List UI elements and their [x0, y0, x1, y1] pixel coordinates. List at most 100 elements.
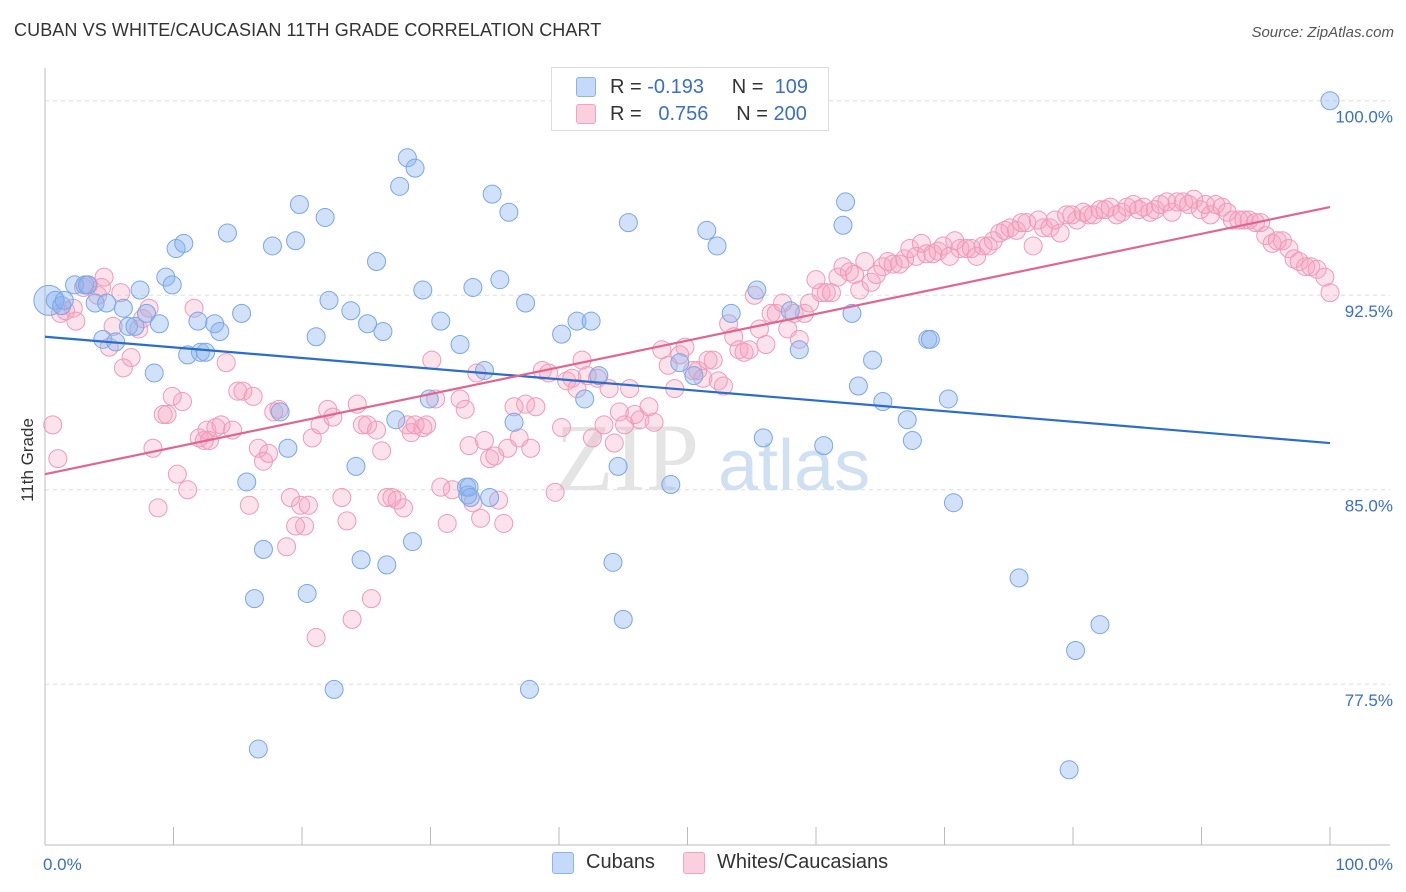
white-point — [405, 415, 425, 435]
white-point — [323, 407, 343, 427]
white-point — [833, 257, 853, 277]
cuban-point — [482, 184, 502, 204]
white-point — [582, 428, 602, 448]
watermark-zip: ZIP — [555, 404, 699, 511]
cuban-point — [842, 303, 862, 323]
white-point — [1145, 200, 1165, 220]
cuban-point — [1066, 641, 1086, 661]
cuban-point — [902, 430, 922, 450]
cuban-point — [833, 215, 853, 235]
white-point — [211, 415, 231, 435]
cuban-point — [613, 609, 633, 629]
cuban-point — [721, 303, 741, 323]
cuban-point — [137, 303, 157, 323]
stats-legend: R = -0.193 N = 109 R = 0.756 N = 200 — [551, 67, 829, 131]
cuban-point — [1320, 91, 1340, 111]
cuban-point — [836, 192, 856, 212]
legend-label-whites: Whites/Caucasians — [717, 851, 889, 873]
white-point — [1134, 197, 1154, 217]
white-point — [1129, 200, 1149, 220]
white-point — [1200, 205, 1220, 225]
white-point — [450, 389, 470, 409]
white-point — [264, 402, 284, 422]
cuban-point — [789, 340, 809, 360]
cuban-point — [125, 316, 145, 336]
cuban-point — [196, 342, 216, 362]
legend-item-cubans[interactable]: Cubans — [552, 851, 655, 874]
cuban-point — [190, 342, 210, 362]
white-point — [148, 498, 168, 518]
white-point — [372, 441, 392, 461]
white-point — [367, 420, 387, 440]
white-point — [811, 283, 831, 303]
white-point — [973, 236, 993, 256]
cuban-point — [707, 236, 727, 256]
white-point — [48, 449, 68, 469]
legend-label-cubans: Cubans — [586, 851, 655, 873]
white-point — [845, 264, 865, 284]
stats-row-whites: R = 0.756 N = 200 — [576, 101, 807, 127]
white-point — [1284, 249, 1304, 269]
white-point — [248, 438, 268, 458]
white-point — [895, 249, 915, 269]
cuban-point — [1009, 568, 1029, 588]
white-point — [358, 415, 378, 435]
cuban-point — [618, 213, 638, 233]
white-point — [494, 513, 514, 533]
chart-title: CUBAN VS WHITE/CAUCASIAN 11TH GRADE CORR… — [14, 20, 602, 40]
white-point — [1167, 192, 1187, 212]
cuban-point — [149, 314, 169, 334]
white-point — [184, 298, 204, 318]
cuban-point — [253, 539, 273, 559]
white-point — [917, 244, 937, 264]
cuban-point — [848, 376, 868, 396]
cuban-point — [248, 739, 268, 759]
cuban-point — [460, 488, 480, 508]
cuban-point — [863, 350, 883, 370]
cuban-point — [319, 290, 339, 310]
cuban-point — [113, 298, 133, 318]
n-value: 109 — [774, 75, 808, 98]
white-point — [923, 244, 943, 264]
white-point — [594, 415, 614, 435]
white-point — [630, 410, 650, 430]
white-point — [1190, 200, 1210, 220]
cuban-point — [119, 316, 139, 336]
white-point — [1100, 197, 1120, 217]
n-label: N = — [736, 102, 768, 125]
white-point — [816, 283, 836, 303]
white-point — [1084, 205, 1104, 225]
white-point — [1315, 267, 1335, 287]
white-point — [387, 490, 407, 510]
white-point — [66, 311, 86, 331]
cuban-point — [244, 589, 264, 609]
cuban-point — [873, 392, 893, 412]
cuban-point — [480, 488, 500, 508]
legend-item-whites[interactable]: Whites/Caucasians — [683, 851, 888, 874]
white-point — [1050, 223, 1070, 243]
n-label: N = — [731, 75, 764, 98]
cubans-swatch — [576, 77, 596, 97]
white-point — [1184, 189, 1204, 209]
stats-row-cubans: R = -0.193 N = 109 — [576, 74, 808, 100]
white-point — [417, 415, 437, 435]
cuban-point — [315, 207, 335, 227]
white-point — [1012, 213, 1032, 233]
cuban-point — [341, 301, 361, 321]
cuban-point — [670, 353, 690, 373]
cuban-point — [1090, 615, 1110, 635]
white-point — [756, 335, 776, 355]
cuban-point — [504, 412, 524, 432]
white-point — [604, 433, 624, 453]
cuban-point — [684, 366, 704, 386]
white-point — [552, 417, 572, 437]
white-point — [233, 381, 253, 401]
cuban-point — [608, 456, 628, 476]
white-point — [178, 480, 198, 500]
white-point — [928, 241, 948, 261]
cuban-point — [162, 275, 182, 295]
series-legend: Cubans Whites/Caucasians — [0, 851, 1406, 877]
white-point — [933, 236, 953, 256]
white-point — [332, 488, 352, 508]
